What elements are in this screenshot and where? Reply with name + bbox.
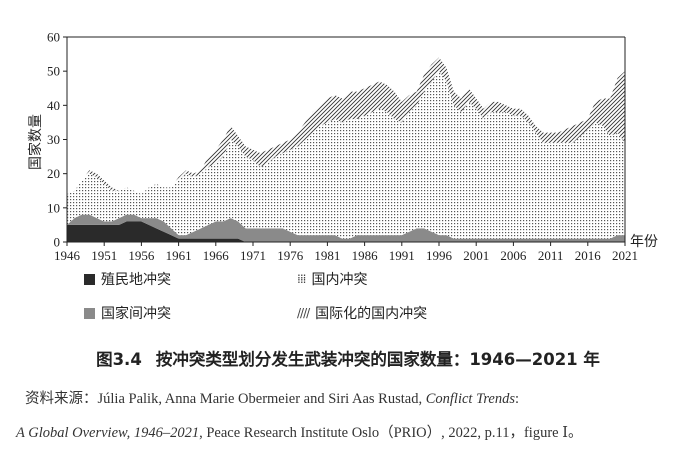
x-tick-label-2021: 2021 xyxy=(612,248,638,263)
source-line-2: A Global Overview, 1946–2021, Peace Rese… xyxy=(16,421,680,442)
legend-swatch-internationalized: //// xyxy=(297,306,310,320)
x-tick-label-1981: 1981 xyxy=(314,248,340,263)
x-tick-label-2006: 2006 xyxy=(500,248,527,263)
x-tick-label-1976: 1976 xyxy=(277,248,304,263)
legend-domestic: ⁞⁞⁞ 国内冲突 xyxy=(297,269,367,289)
area-series-1 xyxy=(67,214,625,242)
x-tick-label-1956: 1956 xyxy=(128,248,155,263)
legend-colonial: 殖民地冲突 xyxy=(84,269,171,289)
figure-number: 图3.4 xyxy=(96,350,142,369)
legend-swatch-domestic: ⁞⁞⁞ xyxy=(297,272,307,286)
x-axis-label: 年份 xyxy=(630,234,658,250)
x-tick-label-1946: 1946 xyxy=(54,248,81,263)
x-tick-label-1951: 1951 xyxy=(91,248,117,263)
stacked-area-chart: 0 10 20 30 40 50 60 1946 1951 1956 1961 1966 1971 197… xyxy=(27,30,658,264)
area-series-0 xyxy=(67,221,625,242)
source-work-title-1: Conflict Trends xyxy=(425,391,516,407)
y-tick-label-0: 0 xyxy=(54,235,61,250)
x-tick-label-1986: 1986 xyxy=(352,248,379,263)
x-tick-label-1996: 1996 xyxy=(426,248,453,263)
legend-label-internationalized: 国际化的国内冲突 xyxy=(315,306,428,322)
source-work-title-2: A Global Overview, 1946–2021 xyxy=(16,425,200,441)
source-line-1: 资料来源：Júlia Palik, Anna Marie Obermeier a… xyxy=(25,387,680,408)
source-details: , Peace Research Institute Oslo（PRIO）, 2… xyxy=(199,425,583,441)
axes: 0 10 20 30 40 50 60 1946 1951 1956 1961 1966 1971 197… xyxy=(47,30,638,264)
x-tick-label-1971: 1971 xyxy=(240,248,266,263)
area-series-3 xyxy=(67,57,625,195)
x-tick-label-1961: 1961 xyxy=(166,248,192,263)
y-tick-label-50: 50 xyxy=(47,64,60,79)
legend-interstate: 国家间冲突 xyxy=(84,303,171,323)
legend-label-interstate: 国家间冲突 xyxy=(101,306,171,322)
legend-label-domestic: 国内冲突 xyxy=(311,272,368,288)
x-tick-label-1966: 1966 xyxy=(203,248,230,263)
source-authors: Júlia Palik, Anna Marie Obermeier and Si… xyxy=(97,391,426,407)
area-series-2 xyxy=(67,71,625,239)
source-label: 资料来源： xyxy=(25,391,98,407)
legend-swatch-colonial xyxy=(84,273,95,285)
x-tick-label-2011: 2011 xyxy=(538,248,564,263)
legend-swatch-interstate xyxy=(84,307,95,319)
y-tick-label-20: 20 xyxy=(47,166,60,181)
area-layer xyxy=(67,57,625,242)
y-tick-label-40: 40 xyxy=(47,98,60,113)
y-tick-label-60: 60 xyxy=(47,30,60,45)
x-tick-label-1991: 1991 xyxy=(389,248,415,263)
y-tick-label-10: 10 xyxy=(47,200,60,215)
figure-caption: 图3.4 按冲突类型划分发生武装冲突的国家数量：1946—2021 年 xyxy=(0,346,696,370)
legend-internationalized: //// 国际化的国内冲突 xyxy=(297,303,427,323)
y-tick-label-30: 30 xyxy=(47,132,60,147)
figure-title: 按冲突类型划分发生武装冲突的国家数量：1946—2021 年 xyxy=(155,350,600,369)
x-tick-label-2001: 2001 xyxy=(463,248,489,263)
source-work-title-sep: : xyxy=(515,391,520,407)
x-tick-label-2016: 2016 xyxy=(575,248,602,263)
legend-label-colonial: 殖民地冲突 xyxy=(101,272,171,288)
y-axis-label: 国家数量 xyxy=(27,114,44,170)
